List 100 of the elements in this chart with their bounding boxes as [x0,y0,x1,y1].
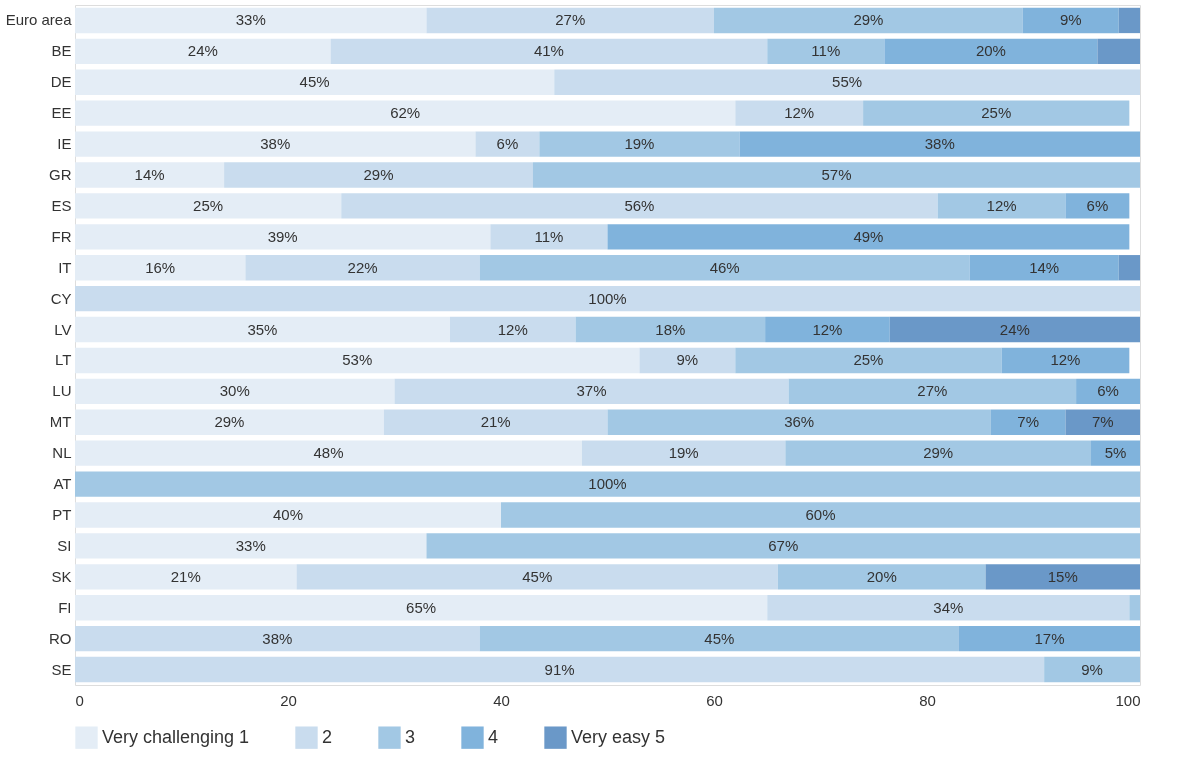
data-label: 27% [555,11,586,29]
data-label: 100% [588,289,627,307]
data-label: 29% [214,413,245,431]
y-tick-label: GR [49,166,72,183]
data-label: 27% [917,382,948,400]
data-label: 7% [1091,413,1114,431]
x-tick-label: 80 [919,691,936,709]
x-tick-label: 60 [706,691,723,709]
y-tick-label: IE [57,135,72,153]
y-tick-label: LV [54,320,72,338]
data-label: 55% [832,73,863,91]
data-label: 9% [1059,11,1082,29]
data-label: 46% [709,258,740,276]
data-label: 29% [363,166,394,183]
data-label: 67% [768,536,799,554]
data-label: 60% [805,506,836,523]
legend-label: 3 [405,726,416,747]
data-label: 49% [853,227,884,245]
data-label: 45% [299,73,330,91]
y-tick-label: PT [52,506,72,523]
data-label: 12% [986,196,1017,214]
y-tick-label: FI [58,598,72,616]
data-label: 33% [235,11,266,29]
y-tick-label: EE [51,104,72,122]
data-label: 21% [480,413,511,431]
y-tick-label: RO [49,629,72,647]
data-label: 35% [247,320,278,338]
data-label: 12% [1050,351,1081,369]
y-tick-label: MT [49,413,72,431]
data-label: 65% [406,598,437,616]
data-label: 62% [390,104,421,122]
data-label: 9% [676,351,699,369]
data-label: 6% [1086,196,1109,214]
data-label: 91% [544,660,575,678]
data-label: 14% [1029,258,1060,276]
x-tick-label: 0 [75,691,84,709]
data-label: 24% [999,320,1030,338]
data-label: 12% [497,320,528,338]
data-label: 24% [187,42,218,60]
data-label: 16% [145,258,176,276]
data-label: 21% [170,567,201,585]
legend-label: 2 [322,726,333,747]
data-label: 56% [624,196,655,214]
data-label: 45% [704,629,735,647]
x-tick-label: 100 [1115,691,1141,709]
data-label: 45% [522,567,553,585]
data-label: 39% [267,227,298,245]
data-label: 29% [923,444,954,462]
y-tick-label: Euro area [5,11,73,29]
data-label: 100% [588,475,627,493]
data-label: 36% [784,413,815,431]
data-label: 48% [313,444,344,462]
data-label: 5% [1104,444,1127,462]
data-label: 38% [262,629,293,647]
data-label: 6% [496,135,519,153]
legend-label: Very challenging 1 [102,726,250,747]
data-label: 11% [534,227,564,245]
data-label: 20% [975,42,1006,60]
data-label: 25% [981,104,1012,122]
data-label: 15% [1047,567,1078,585]
data-label: 34% [933,598,964,616]
data-label: 12% [812,320,843,338]
y-tick-label: LU [52,382,72,400]
data-label: 7% [1017,413,1040,431]
data-label: 25% [193,196,224,214]
x-tick-label: 20 [280,691,297,709]
x-tick-label: 40 [493,691,510,709]
y-tick-label: ES [51,196,72,214]
data-label: 12% [784,104,815,122]
data-label: 25% [853,351,884,369]
legend-label: Very easy 5 [571,726,666,747]
y-tick-label: AT [53,475,72,493]
data-label: 33% [235,536,266,554]
y-tick-label: LT [55,351,72,369]
data-label: 19% [624,135,655,153]
data-label: 22% [347,258,378,276]
data-label: 41% [533,42,564,60]
y-tick-label: SE [51,660,72,678]
data-label: 20% [866,567,897,585]
data-label: 40% [272,506,304,523]
legend-label: 4 [488,726,499,747]
data-label: 9% [1081,660,1103,678]
y-tick-label: BE [51,42,72,60]
data-label: 6% [1097,382,1119,400]
y-tick-label: SI [57,536,72,554]
y-tick-label: FR [51,227,72,245]
y-tick-label: NL [52,444,72,462]
data-label: 30% [219,382,250,400]
data-label: 38% [260,135,291,153]
y-tick-label: CY [50,289,72,307]
y-tick-label: DE [50,73,72,91]
y-tick-label: IT [58,258,72,276]
data-label: 57% [821,166,852,183]
data-label: 53% [342,351,373,369]
y-tick-label: SK [51,567,72,585]
data-label: 29% [853,11,884,29]
data-label: 17% [1034,629,1065,647]
data-label: 37% [576,382,607,400]
data-label: 14% [134,166,165,183]
data-label: 38% [924,135,955,153]
